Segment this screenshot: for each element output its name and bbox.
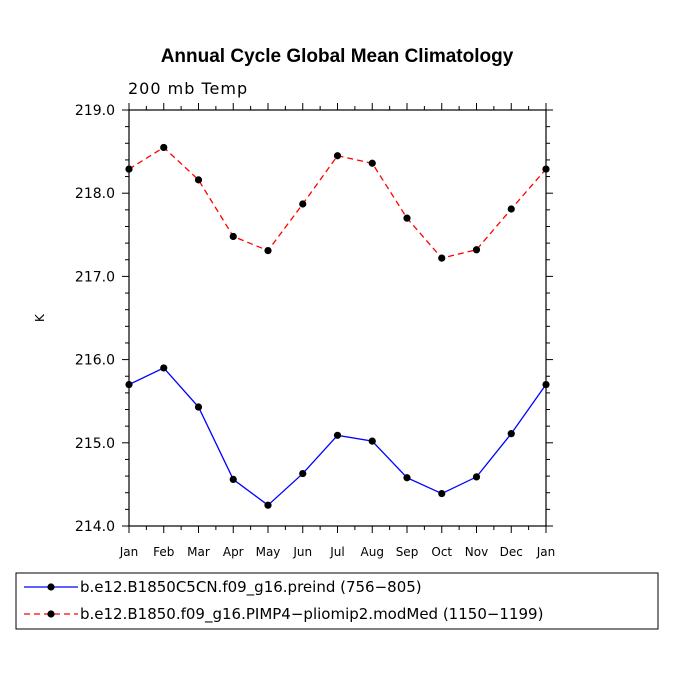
y-tick-label: 216.0 — [75, 353, 115, 369]
x-tick-label: Jan — [536, 545, 556, 559]
series-2-point — [368, 159, 376, 167]
y-tick-label: 214.0 — [75, 519, 115, 535]
series-line-2 — [128, 146, 547, 259]
y-axis-label: K — [33, 313, 47, 322]
x-tick-label: Apr — [223, 545, 244, 559]
legend-label-2: b.e12.B1850.f09_g16.PIMP4−pliomip2.modMe… — [80, 605, 543, 624]
y-tick-label: 215.0 — [75, 436, 115, 452]
x-tick-label: Oct — [431, 545, 452, 559]
series-1-point — [542, 380, 550, 389]
series-2-point — [438, 254, 446, 262]
series-1-point — [194, 403, 203, 411]
series-2-point — [299, 200, 307, 208]
series-2-point — [160, 143, 168, 152]
series-2-point — [264, 247, 272, 255]
x-tick-label: May — [256, 545, 281, 559]
legend-box — [15, 572, 659, 630]
x-tick-label: Jun — [292, 545, 312, 559]
x-tick-label: Aug — [361, 545, 384, 559]
series-1-point — [160, 364, 168, 372]
series-2-point — [194, 176, 203, 184]
series-1-point — [368, 437, 376, 445]
series-2-point — [403, 214, 411, 222]
chart-title: Annual Cycle Global Mean Climatology — [161, 46, 514, 67]
series-2-point — [125, 165, 133, 173]
series-1-point — [507, 430, 515, 438]
series-1-point — [264, 501, 272, 509]
y-tick-label: 219.0 — [75, 103, 115, 119]
x-tick-label: Nov — [465, 545, 488, 559]
series-1-point — [229, 475, 237, 484]
series-1-point — [472, 473, 481, 481]
series-1-point — [299, 469, 307, 478]
y-tick-label: 217.0 — [75, 269, 115, 285]
x-tick-label: Dec — [500, 545, 523, 559]
series-2-point — [507, 205, 515, 213]
plot-frame — [128, 109, 547, 527]
y-tick-label: 218.0 — [75, 186, 115, 202]
legend-marker-2 — [47, 610, 55, 618]
series-1-point — [333, 431, 342, 439]
series-1-point — [403, 474, 411, 482]
series-2-point — [229, 232, 237, 241]
series-2-point — [542, 165, 550, 173]
x-tick-label: Jul — [329, 545, 344, 559]
x-tick-label: Jan — [119, 545, 139, 559]
series-2-point — [333, 152, 342, 160]
x-tick-label: Sep — [396, 545, 419, 559]
legend-label-1: b.e12.B1850C5CN.f09_g16.preind (756−805) — [80, 578, 422, 597]
legend-marker-1 — [47, 583, 55, 591]
chart-subtitle: 200 mb Temp — [128, 79, 248, 98]
series-1-point — [438, 489, 446, 498]
series-2-point — [472, 246, 481, 254]
x-tick-label: Feb — [153, 545, 174, 559]
x-tick-label: Mar — [187, 545, 210, 559]
series-1-point — [125, 380, 133, 389]
